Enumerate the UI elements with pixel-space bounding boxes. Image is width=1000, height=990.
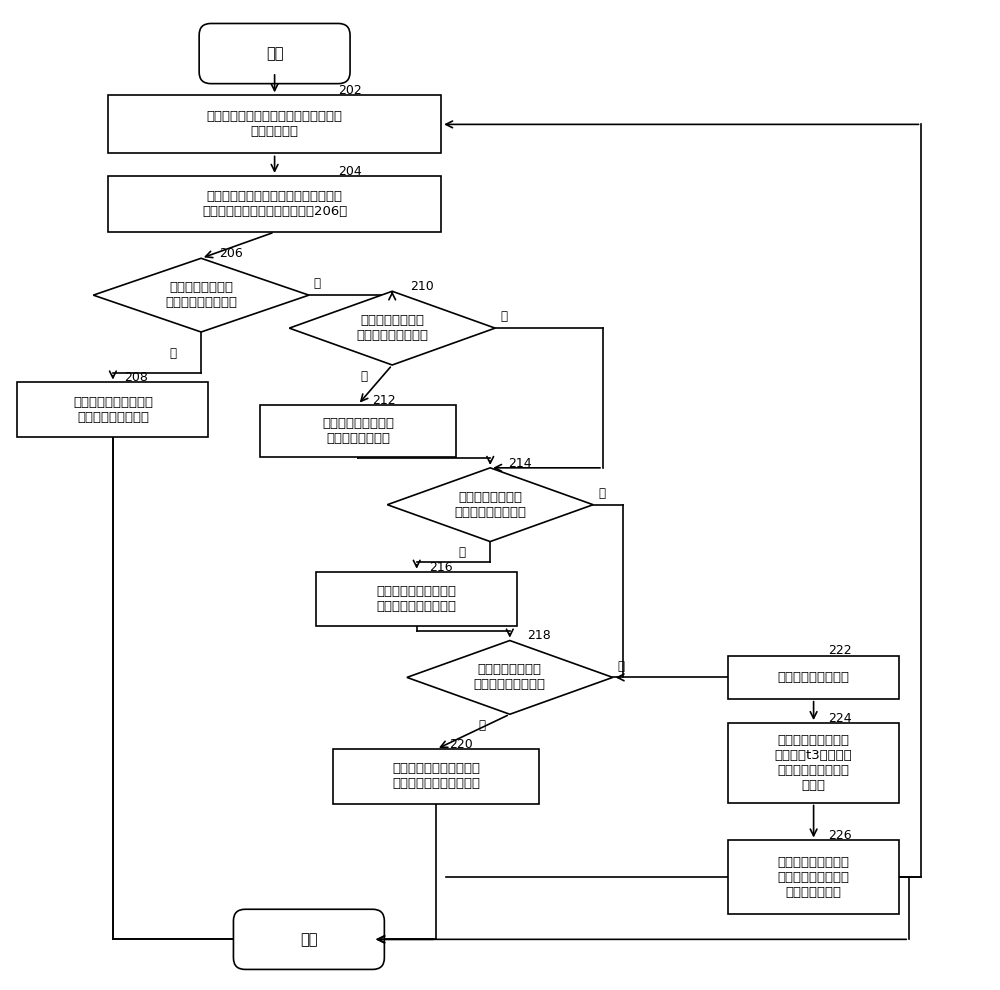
Polygon shape bbox=[289, 291, 495, 365]
Text: 226: 226 bbox=[828, 830, 852, 842]
Bar bbox=[728, 723, 899, 803]
Text: 否: 否 bbox=[598, 487, 605, 500]
Text: 是: 是 bbox=[170, 346, 177, 359]
Text: 判断管温温度是否
小于第三预设温度值: 判断管温温度是否 小于第三预设温度值 bbox=[454, 491, 526, 519]
Text: 224: 224 bbox=[828, 712, 852, 725]
Text: 210: 210 bbox=[410, 280, 434, 293]
Bar bbox=[728, 656, 899, 699]
Text: 206: 206 bbox=[219, 248, 242, 260]
Text: 压缩机停止运行第三
预设时长t3后，继续
检测室内换热器的管
温温度: 压缩机停止运行第三 预设时长t3后，继续 检测室内换热器的管 温温度 bbox=[775, 734, 852, 792]
Text: 208: 208 bbox=[124, 371, 148, 384]
Text: 214: 214 bbox=[508, 456, 531, 470]
Polygon shape bbox=[93, 258, 309, 332]
Text: 220: 220 bbox=[449, 739, 473, 751]
Bar bbox=[316, 571, 517, 626]
Text: 结束: 结束 bbox=[300, 932, 318, 946]
Text: 否: 否 bbox=[618, 659, 625, 672]
Text: 在制热模式下，检测空调器的室内换热
器的管温温度: 在制热模式下，检测空调器的室内换热 器的管温温度 bbox=[207, 110, 343, 139]
Text: 控制压缩机的频率进入
电辅热开启限频区运行: 控制压缩机的频率进入 电辅热开启限频区运行 bbox=[377, 585, 457, 613]
Bar bbox=[108, 95, 441, 153]
Text: 检测电辅热装置的运行状态；当电辅热
装置处于开启状态时，进行步骤206；: 检测电辅热装置的运行状态；当电辅热 装置处于开启状态时，进行步骤206； bbox=[202, 190, 347, 218]
Text: 控制压缩机的频率进入
频率正常运行区运行: 控制压缩机的频率进入 频率正常运行区运行 bbox=[73, 396, 153, 424]
Text: 开始: 开始 bbox=[266, 47, 283, 61]
Text: 是: 是 bbox=[361, 370, 368, 383]
Text: 判断管温温度是否
小于第四预设温度值: 判断管温温度是否 小于第四预设温度值 bbox=[474, 663, 546, 691]
Text: 218: 218 bbox=[527, 630, 551, 643]
Text: 216: 216 bbox=[429, 560, 453, 573]
FancyBboxPatch shape bbox=[199, 24, 350, 83]
Text: 控制压缩机的频率进
入频率保持区运行: 控制压缩机的频率进 入频率保持区运行 bbox=[322, 417, 394, 445]
Bar bbox=[17, 382, 208, 437]
FancyBboxPatch shape bbox=[233, 909, 384, 969]
Bar bbox=[108, 176, 441, 232]
Text: 212: 212 bbox=[373, 394, 396, 407]
Text: 是: 是 bbox=[478, 719, 485, 733]
Text: 否: 否 bbox=[500, 310, 507, 324]
Text: 当管温温度小于第一
预设温度值时，控制
压缩机再次启动: 当管温温度小于第一 预设温度值时，控制 压缩机再次启动 bbox=[778, 855, 850, 899]
Text: 控制压缩机停止运行: 控制压缩机停止运行 bbox=[778, 671, 850, 684]
Text: 控制压缩机的频率进入换
热器高温限频保护区运行: 控制压缩机的频率进入换 热器高温限频保护区运行 bbox=[392, 762, 480, 790]
Text: 204: 204 bbox=[338, 164, 362, 178]
Text: 判断管温温度是否
小于第二预设温度值: 判断管温温度是否 小于第二预设温度值 bbox=[356, 314, 428, 343]
Bar bbox=[333, 749, 539, 804]
Bar bbox=[260, 405, 456, 457]
Text: 202: 202 bbox=[338, 84, 362, 97]
Bar bbox=[728, 841, 899, 914]
Polygon shape bbox=[387, 468, 593, 542]
Text: 222: 222 bbox=[828, 644, 852, 657]
Text: 判断管温温度是否
小于第一预设温度值: 判断管温温度是否 小于第一预设温度值 bbox=[165, 281, 237, 309]
Text: 否: 否 bbox=[314, 277, 321, 290]
Polygon shape bbox=[407, 641, 613, 714]
Text: 是: 是 bbox=[459, 546, 466, 559]
